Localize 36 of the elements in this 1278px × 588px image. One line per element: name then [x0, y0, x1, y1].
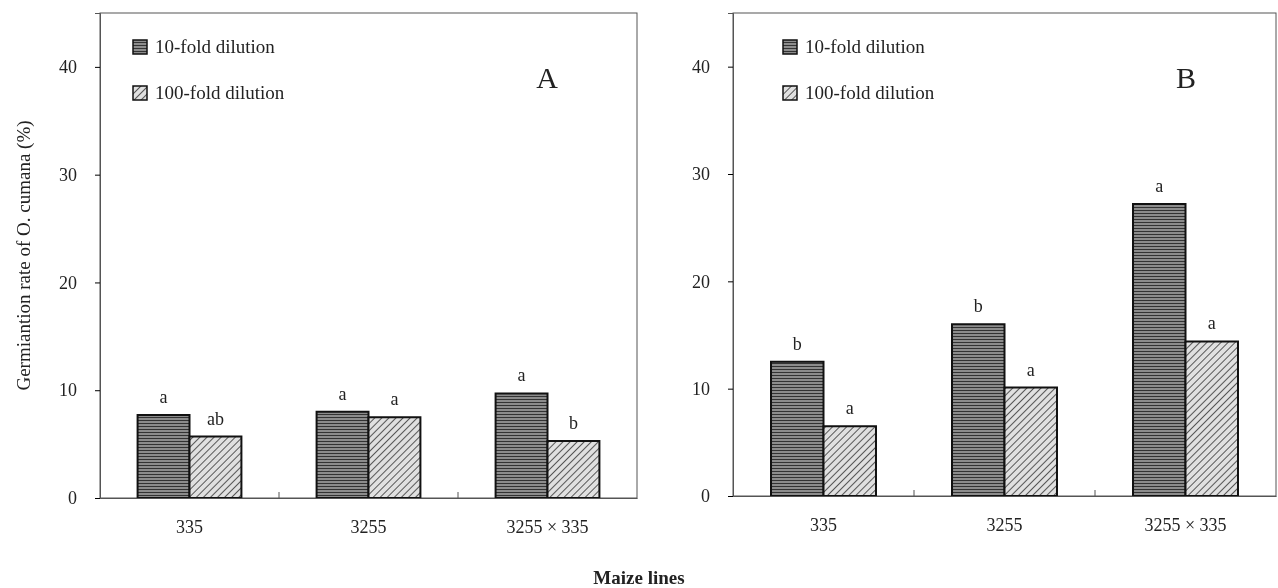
- y-tick-label: 30: [59, 164, 77, 185]
- annotation: ab: [206, 408, 224, 429]
- y-tick-label: 0: [68, 488, 77, 509]
- legend-label: 100-fold dilution: [805, 82, 935, 103]
- y-tick-label: 0: [701, 486, 710, 507]
- annotation: a: [845, 398, 854, 419]
- x-tick-label: 3255 × 335: [1144, 514, 1227, 535]
- y-tick-label: 30: [692, 164, 710, 185]
- annotation: a: [1155, 176, 1164, 197]
- x-tick-label: 3255: [350, 516, 387, 537]
- text: B: [1175, 61, 1197, 94]
- annotation: a: [517, 365, 526, 386]
- annotation: b: [568, 412, 578, 433]
- legend-label: 100-fold dilution: [155, 82, 285, 103]
- y-tick-label: 40: [59, 57, 77, 78]
- annotation: a: [1207, 313, 1216, 334]
- legend-label: 10-fold dilution: [805, 36, 926, 57]
- x-tick-label: 335: [176, 516, 203, 537]
- annotation: b: [973, 296, 983, 317]
- annotation: a: [390, 389, 399, 410]
- x-axis-title: Maize lines: [593, 567, 685, 588]
- annotation: a: [1026, 359, 1035, 380]
- y-axis-title: Germiantion rate of O. cumana (%): [13, 120, 35, 391]
- annotation: b: [792, 333, 802, 354]
- text: A: [536, 61, 559, 94]
- legend-label: 10-fold dilution: [155, 36, 276, 57]
- annotation: a: [159, 387, 168, 408]
- y-tick-label: 20: [692, 271, 710, 292]
- y-tick-label: 20: [59, 272, 77, 293]
- annotation: a: [338, 383, 347, 404]
- x-tick-label: 3255 × 335: [506, 516, 589, 537]
- x-tick-label: 3255: [986, 514, 1023, 535]
- y-tick-label: 10: [59, 380, 77, 401]
- y-tick-label: 40: [692, 56, 710, 77]
- y-tick-label: 10: [692, 378, 710, 399]
- x-tick-label: 335: [810, 514, 837, 535]
